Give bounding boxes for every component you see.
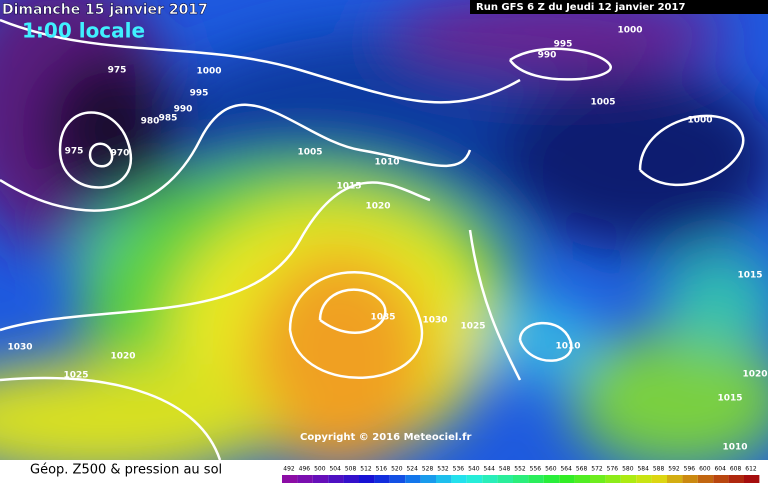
isobar-label: 1010: [374, 158, 399, 168]
scale-swatch: [359, 475, 375, 483]
scale-swatch: [328, 475, 344, 483]
scale-swatch: [574, 475, 590, 483]
scale-label: 596: [684, 466, 696, 473]
scale-swatch: [697, 475, 714, 483]
scale-swatch: [528, 475, 544, 483]
scale-swatch: [682, 475, 698, 483]
scale-label: 520: [391, 466, 403, 473]
scale-label: 492: [283, 466, 295, 473]
isobar-label: 1015: [717, 394, 742, 404]
scale-swatch: [312, 475, 329, 483]
scale-label: 584: [637, 466, 649, 473]
isobar-label: 970: [111, 149, 130, 159]
copyright: Copyright © 2016 Meteociel.fr: [300, 432, 471, 443]
legend-title: Géop. Z500 & pression au sol: [30, 463, 222, 478]
scale-label: 528: [422, 466, 434, 473]
isobar-label: 1000: [617, 26, 642, 36]
scale-swatch: [297, 475, 313, 483]
scale-swatch: [436, 475, 452, 483]
isobar-label: 1010: [555, 342, 580, 352]
isobar-label: 1005: [590, 98, 615, 108]
isobar-label: 980: [141, 117, 160, 127]
scale-swatch: [636, 475, 652, 483]
time: 1:00 locale: [22, 19, 145, 43]
scale-label: 564: [560, 466, 572, 473]
scale-swatch: [343, 475, 359, 483]
scale-swatch: [451, 475, 467, 483]
isobar-label: 985: [159, 114, 178, 124]
run-banner: [470, 0, 768, 14]
isobar-label: 975: [108, 66, 127, 76]
scale-swatch: [543, 475, 560, 483]
scale-swatch: [651, 475, 667, 483]
scale-swatch: [466, 475, 483, 483]
scale-label: 500: [314, 466, 326, 473]
isobar-label: 1020: [742, 370, 767, 380]
date: Dimanche 15 janvier 2017: [2, 2, 208, 18]
scale-swatch: [559, 475, 575, 483]
scale-swatch: [728, 475, 744, 483]
scale-swatch: [374, 475, 390, 483]
scale-label: 540: [468, 466, 480, 473]
scale-label: 504: [329, 466, 341, 473]
isobar-label: 1015: [336, 182, 361, 192]
scale-swatch: [482, 475, 498, 483]
isobar-label: 995: [554, 40, 573, 50]
isobar-label: 1030: [7, 343, 32, 353]
scale-swatch: [420, 475, 436, 483]
scale-label: 568: [576, 466, 588, 473]
isobar-label: 1025: [63, 371, 88, 381]
isobar-label: 1030: [422, 316, 447, 326]
scale-swatch: [605, 475, 621, 483]
scale-swatch: [405, 475, 421, 483]
scale-swatch: [620, 475, 637, 483]
scale-label: 556: [530, 466, 542, 473]
run-info: Run GFS 6 Z du Jeudi 12 janvier 2017: [476, 2, 685, 13]
isobar-label: 990: [538, 51, 557, 61]
isobar-label: 1000: [196, 67, 221, 77]
scale-label: 576: [607, 466, 619, 473]
scale-label: 524: [406, 466, 418, 473]
scale-swatch: [590, 475, 606, 483]
isobar-label: 1020: [110, 352, 135, 362]
scale-label: 548: [499, 466, 511, 473]
scale-swatch: [497, 475, 513, 483]
scale-swatch: [744, 475, 760, 483]
scale-label: 604: [714, 466, 726, 473]
scale-label: 560: [545, 466, 557, 473]
scale-swatch: [389, 475, 406, 483]
isobar-label: 990: [174, 105, 193, 115]
scale-swatch: [713, 475, 729, 483]
isobar-label: 1000: [687, 116, 712, 126]
scale-label: 544: [483, 466, 495, 473]
isobar-label: 1020: [365, 202, 390, 212]
isobar-label: 1015: [737, 271, 762, 281]
scale-label: 496: [299, 466, 311, 473]
scale-label: 536: [453, 466, 465, 473]
scale-label: 508: [345, 466, 357, 473]
scale-label: 592: [668, 466, 680, 473]
isobar-label: 995: [190, 89, 209, 99]
isobar-label: 1035: [370, 313, 395, 323]
scale-label: 572: [591, 466, 603, 473]
isobar-label: 1010: [722, 443, 747, 453]
scale-label: 608: [730, 466, 742, 473]
isobar-label: 1005: [297, 148, 322, 158]
isobar-label: 1025: [460, 322, 485, 332]
scale-label: 552: [514, 466, 526, 473]
scale-label: 600: [699, 466, 711, 473]
scale-label: 612: [745, 466, 757, 473]
scale-label: 516: [376, 466, 388, 473]
isobar-label: 975: [65, 147, 84, 157]
scale-swatch: [667, 475, 683, 483]
scale-label: 532: [437, 466, 449, 473]
scale-label: 580: [622, 466, 634, 473]
scale-label: 512: [360, 466, 372, 473]
scale-swatch: [282, 475, 298, 483]
scale-label: 588: [653, 466, 665, 473]
scale-swatch: [513, 475, 529, 483]
